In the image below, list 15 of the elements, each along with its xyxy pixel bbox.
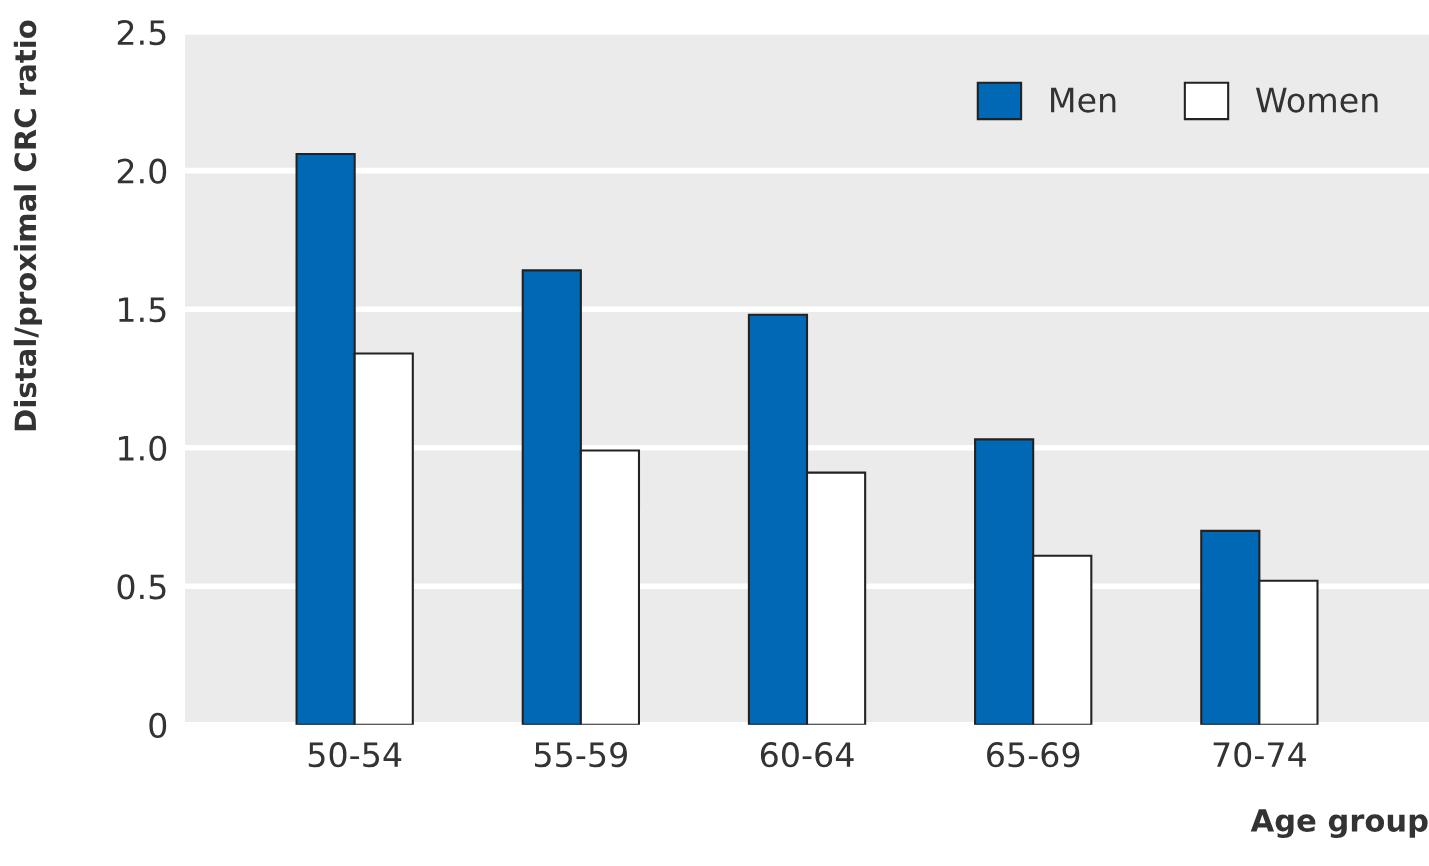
x-tick-label: 50-54 [308,742,402,768]
y-tick-label: 1.5 [119,297,166,323]
y-tick-label: 0.5 [117,574,166,600]
x-tick-label: 60-64 [760,742,854,768]
y-tick-label: 1.0 [119,435,167,461]
x-tick-label: 55-59 [535,742,627,768]
x-axis-title: Age group [1250,809,1428,839]
y-axis-title: Distal/proximal CRC ratio [13,20,42,431]
y-tick-label: 2.5 [117,19,166,46]
legend-label: Women [1255,87,1378,113]
x-tick-label: 70-74 [1213,742,1306,768]
x-tick-label: 65-69 [987,742,1080,768]
y-tick-label: 2.0 [117,158,167,184]
y-tick-label: 0 [149,712,167,738]
legend-label: Men [1051,87,1116,113]
